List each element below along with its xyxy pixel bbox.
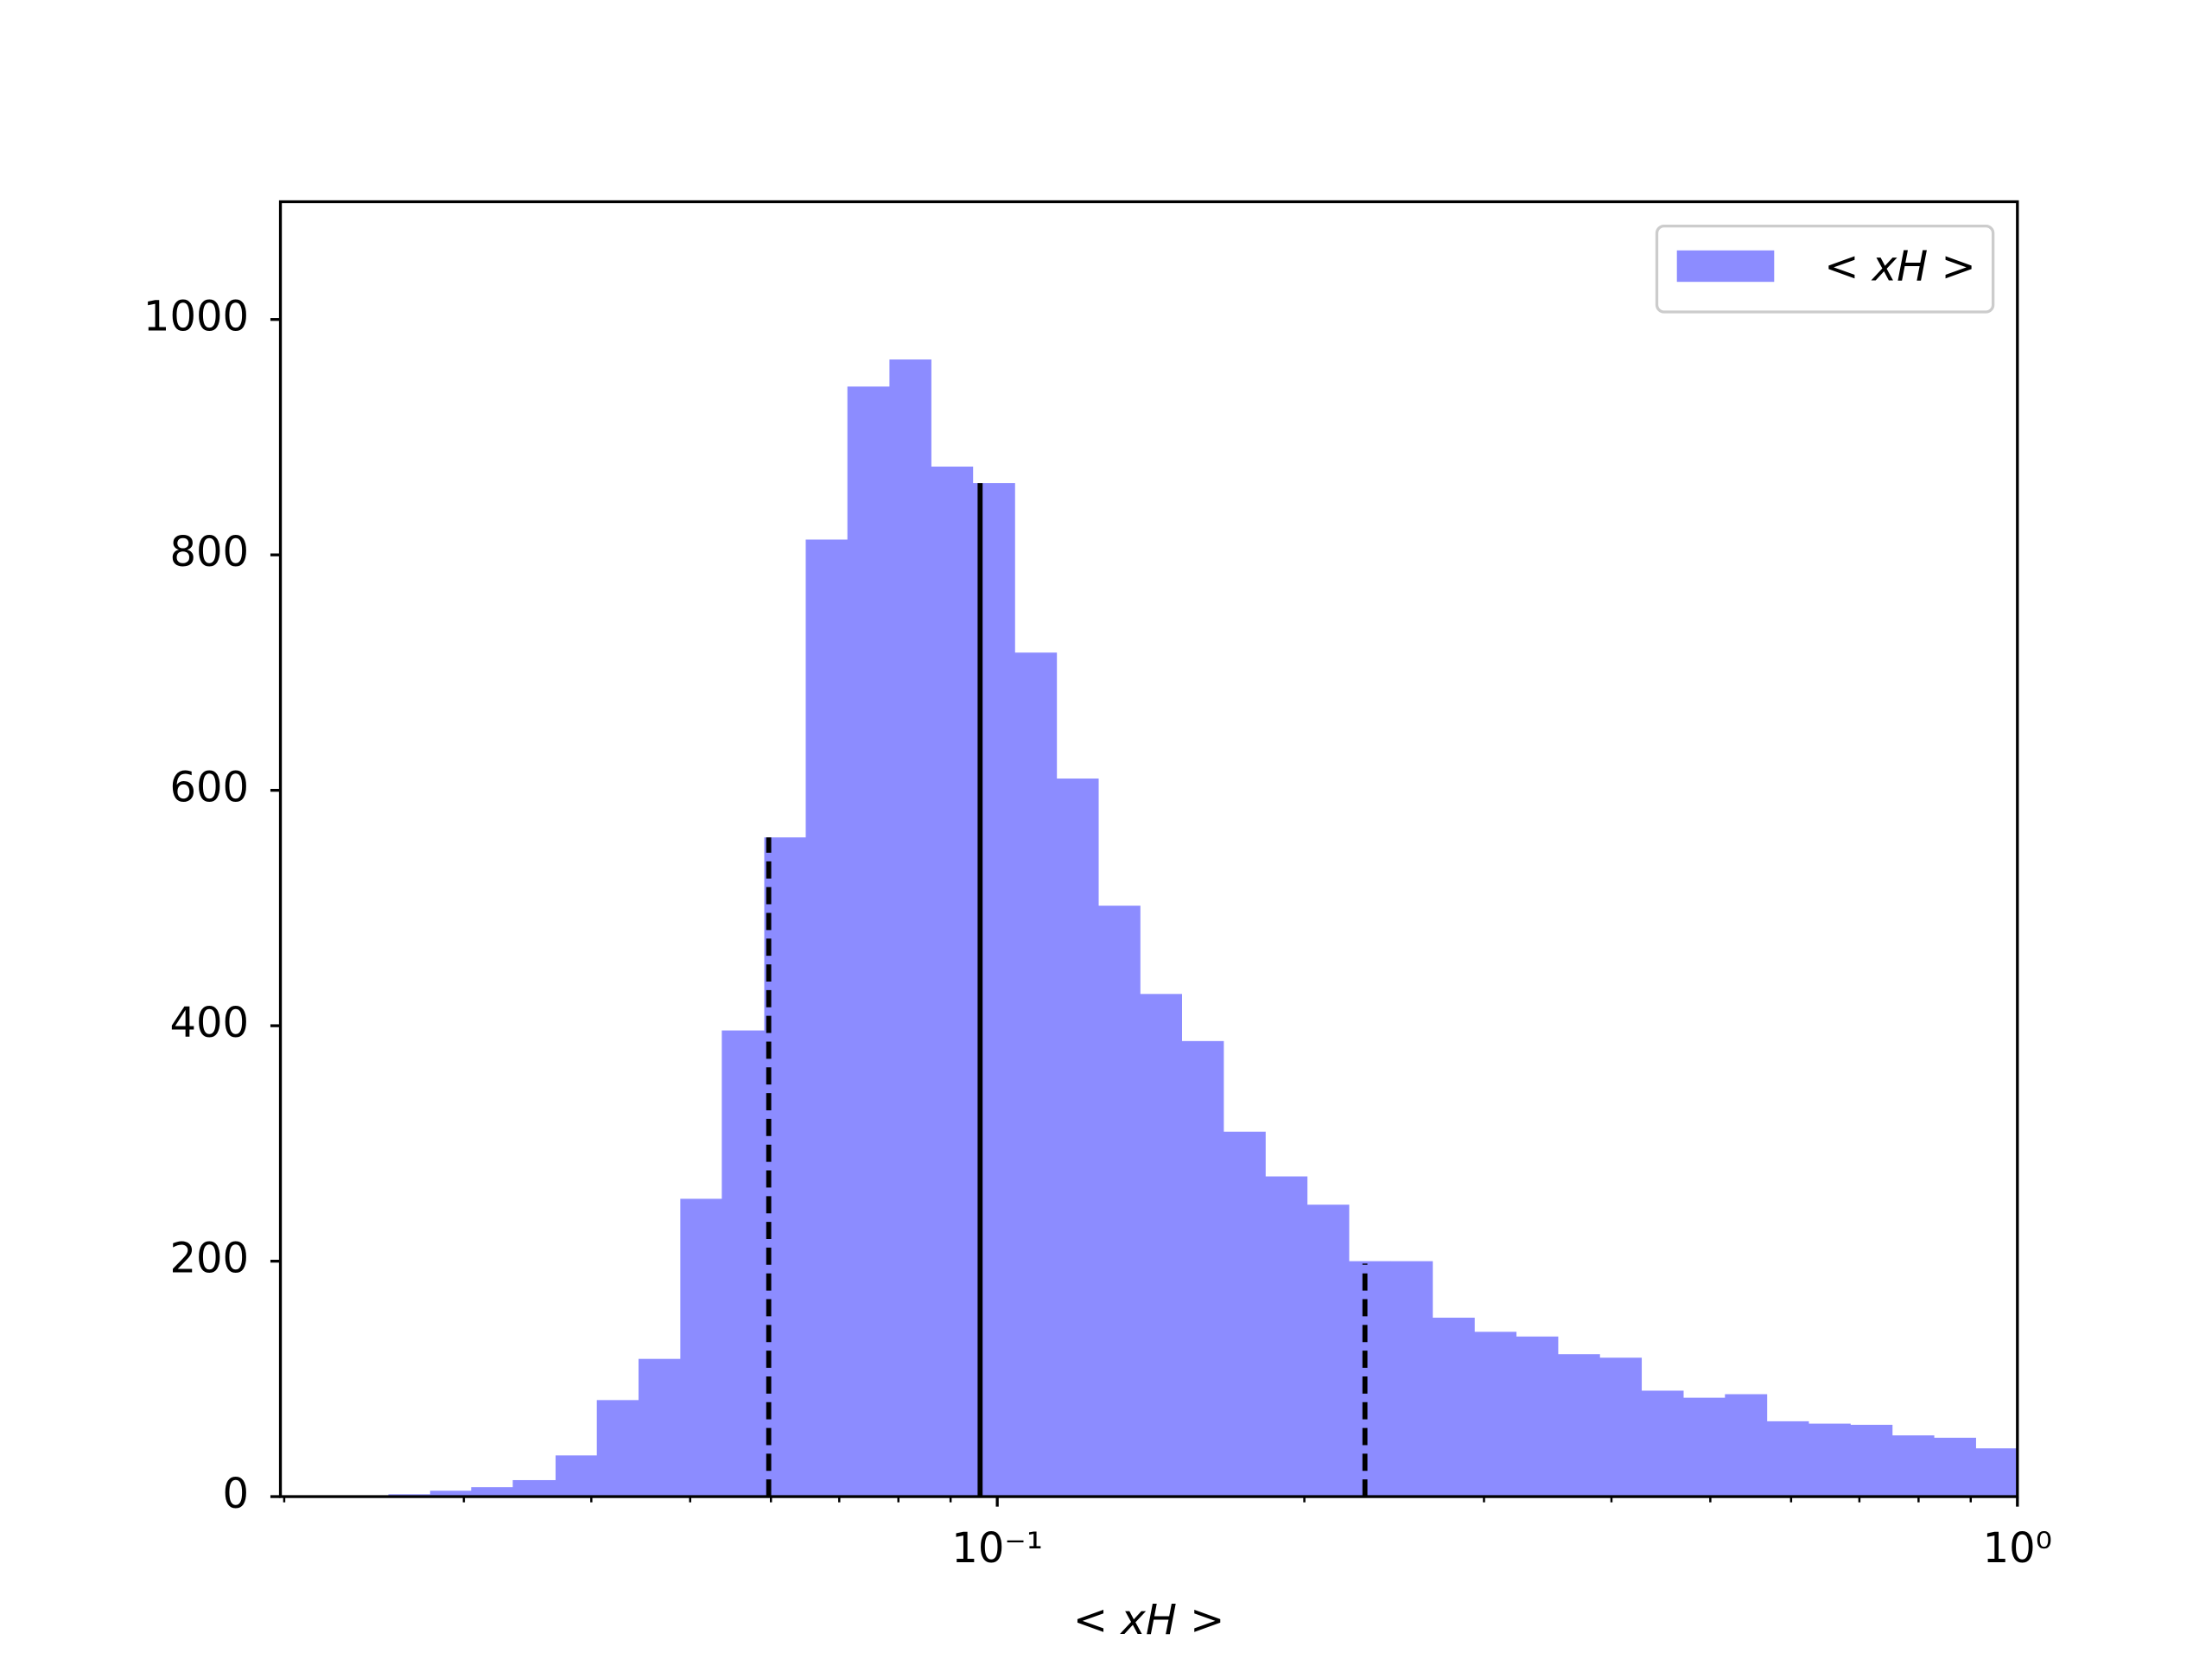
y-tick-label: 400 xyxy=(169,999,249,1047)
bar xyxy=(1641,1390,1684,1497)
y-tick-label: 1000 xyxy=(143,293,249,341)
bar xyxy=(1766,1421,1809,1497)
y-tick-label: 800 xyxy=(169,528,249,576)
plot-frame xyxy=(278,200,2019,1498)
bar xyxy=(1056,779,1099,1497)
legend-label: < xH > xyxy=(1824,242,1976,290)
bar xyxy=(1516,1336,1559,1497)
bar xyxy=(639,1358,681,1497)
x-tick-label: 10⁻¹ xyxy=(951,1524,1043,1573)
legend-box xyxy=(1655,224,1995,314)
bar xyxy=(1682,1397,1726,1497)
bar xyxy=(1348,1261,1391,1497)
bar xyxy=(1725,1394,1768,1497)
bar xyxy=(847,386,890,1497)
bar xyxy=(680,1198,722,1497)
bar xyxy=(1265,1176,1308,1497)
bar xyxy=(1223,1131,1266,1497)
bar xyxy=(1557,1354,1600,1497)
bar xyxy=(1181,1040,1224,1497)
y-tick-label: 600 xyxy=(169,764,249,812)
bar xyxy=(1975,1448,2018,1497)
bar xyxy=(1599,1357,1643,1497)
y-tick-label: 200 xyxy=(169,1235,249,1283)
bar xyxy=(512,1479,556,1497)
bar xyxy=(471,1487,513,1497)
bar xyxy=(1808,1423,1851,1497)
legend-swatch xyxy=(1676,250,1775,283)
bar xyxy=(1306,1205,1350,1497)
bar xyxy=(429,1491,472,1497)
bar xyxy=(596,1400,639,1497)
bar xyxy=(1014,652,1058,1497)
x-tick-label: 10⁰ xyxy=(1983,1524,2052,1573)
bar xyxy=(1098,906,1141,1497)
bar xyxy=(889,359,931,1497)
bar xyxy=(931,467,974,1497)
bar xyxy=(764,837,806,1497)
x-axis-label: < xH > xyxy=(1073,1596,1225,1644)
bar xyxy=(1432,1317,1475,1497)
y-tick-label: 0 xyxy=(223,1470,250,1518)
bar xyxy=(1390,1261,1433,1497)
bar xyxy=(1891,1435,1935,1497)
bar xyxy=(1140,994,1182,1497)
bar xyxy=(805,539,849,1497)
bar xyxy=(721,1030,765,1497)
bar xyxy=(555,1455,598,1497)
bar xyxy=(1934,1437,1976,1497)
bar xyxy=(1850,1424,1893,1497)
bar xyxy=(1474,1332,1517,1497)
